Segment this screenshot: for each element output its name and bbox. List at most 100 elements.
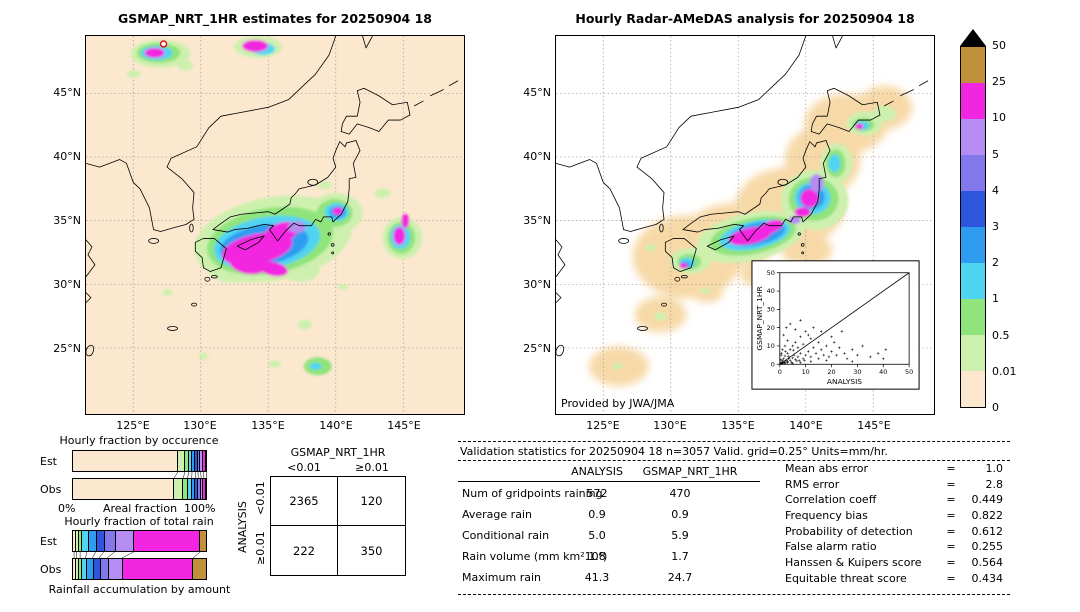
inset-y-tick-20: 20 [767,324,775,332]
stats-value-analysis: 1.8 [588,550,606,563]
radar-amedas-map: 0 10 20 30 40 50 0 10 20 30 40 50 ANALYS… [555,35,935,415]
map1-lat-30n: 30°N [53,278,81,291]
inset-scatter-points [779,319,888,365]
colorbar-label-25: 25 [992,75,1006,89]
inset-x-tick-40: 40 [879,368,887,376]
inset-diagonal-line [779,272,910,365]
contingency-col-group: GSMAP_NRT_1HR [290,446,386,459]
contingency-row-label-ge: ≥0.01 [254,531,267,565]
map2-title: Hourly Radar-AMeDAS analysis for 2025090… [575,11,915,26]
contingency-table: 2365 120 222 350 [270,476,406,576]
map2-lon-145e: 145°E [857,419,891,432]
stats-row-label: Rain volume (mm km²10⁶) [462,550,608,563]
map2-lat-25n: 25°N [523,342,551,355]
inset-x-tick-50: 50 [905,368,913,376]
areal-fraction-label: Areal fraction [102,502,178,515]
occurrence-chart-title: Hourly fraction by occurence [59,434,219,447]
contingency-cell-hits: 350 [360,543,383,558]
stats-row-label: Maximum rain [462,571,541,584]
storm-center-marker [159,40,168,48]
map1-lon-135e: 135°E [251,419,285,432]
colorbar [960,46,986,408]
stats-value-analysis: 0.9 [588,508,606,521]
map1-lat-25n: 25°N [53,342,81,355]
score-hanssen-kuipers: Hanssen & Kuipers score = 0.564 [785,556,1003,569]
score-equitable-threat: Equitable threat score = 0.434 [785,572,1003,585]
inset-x-tick-10: 10 [802,368,810,376]
stats-header-underline [458,481,760,482]
score-correlation: Correlation coeff = 0.449 [785,493,1003,506]
inset-x-tick-0: 0 [778,368,782,376]
occurrence-obs-label: Obs [40,483,62,496]
stats-value-analysis: 5.0 [588,529,606,542]
colorbar-label-3: 3 [992,219,999,233]
colorbar-labels: 50 25 10 5 4 3 2 1 0.5 0.01 0 [992,39,1032,415]
data-credit: Provided by JWA/JMA [561,397,675,410]
contingency-row-group: ANALYSIS [236,501,249,553]
stats-row-label: Num of gridpoints raining [462,487,603,500]
contingency-col-label-lt: <0.01 [287,461,321,474]
colorbar-label-1: 1 [992,292,999,306]
map1-lat-35n: 35°N [53,214,81,227]
map2-lat-35n: 35°N [523,214,551,227]
map2-lon-140e: 140°E [789,419,823,432]
map2-lon-125e: 125°E [586,419,620,432]
inset-x-tick-20: 20 [827,368,835,376]
map2-lon-135e: 135°E [721,419,755,432]
score-frequency-bias: Frequency bias = 0.822 [785,509,1003,522]
contingency-cell-miss: 222 [271,526,338,575]
colorbar-label-4: 4 [992,183,999,197]
stats-value-gsmap: 1.7 [671,550,689,563]
stats-col-analysis: ANALYSIS [571,465,623,478]
map2-lat-30n: 30°N [523,278,551,291]
inset-y-tick-0: 0 [771,360,775,368]
map1-lon-140e: 140°E [319,419,353,432]
map1-precipitation-blobs [126,36,423,376]
stats-divider-mid [458,460,1010,461]
map1-lon-145e: 145°E [387,419,421,432]
colorbar-label-10: 10 [992,111,1006,125]
map1-lon-125e: 125°E [116,419,150,432]
score-pod: Probability of detection = 0.612 [785,525,1003,538]
map2-lat-45n: 45°N [523,86,551,99]
colorbar-label-5: 5 [992,147,999,161]
total-rain-connectors [72,552,207,558]
stats-row-label: Average rain [462,508,532,521]
stats-divider-bottom [458,594,1010,595]
score-rms-error: RMS error = 2.8 [785,478,1003,491]
inset-y-tick-40: 40 [767,287,775,295]
rainfall-accumulation-caption: Rainfall accumulation by amount [48,583,231,596]
contingency-col-label-ge: ≥0.01 [355,461,389,474]
stats-value-analysis: 41.3 [584,571,610,584]
stats-col-gsmap: GSMAP_NRT_1HR [642,465,738,478]
map1-lat-45n: 45°N [53,86,81,99]
map1-lat-40n: 40°N [53,150,81,163]
inset-scatter-plot: 0 10 20 30 40 50 0 10 20 30 40 50 ANALYS… [751,260,920,390]
contingency-row-label-lt: <0.01 [254,481,267,515]
map2-lat-40n: 40°N [523,150,551,163]
colorbar-label-001: 0.01 [992,364,1017,378]
areal-fraction-0pct: 0% [58,502,76,515]
stats-value-gsmap: 5.9 [671,529,689,542]
stats-value-analysis: 572 [586,487,608,500]
score-far: False alarm ratio = 0.255 [785,540,1003,553]
occurrence-connectors [72,472,207,478]
inset-axis-ticks [776,272,910,368]
score-mean-abs-error: Mean abs error = 1.0 [785,462,1003,475]
colorbar-label-50: 50 [992,39,1006,52]
map1-title: GSMAP_NRT_1HR estimates for 20250904 18 [118,11,432,26]
colorbar-label-05: 0.5 [992,328,1010,342]
stats-value-gsmap: 24.7 [667,571,693,584]
contingency-cell-hits-none: 2365 [271,477,338,526]
total-rain-obs-bar [72,558,207,580]
total-rain-est-bar [72,530,207,552]
stats-row-label: Conditional rain [462,529,550,542]
stats-value-gsmap: 0.9 [671,508,689,521]
map1-lon-130e: 130°E [183,419,217,432]
gsmap-precipitation-map [85,35,465,415]
validation-header: Validation statistics for 20250904 18 n=… [460,445,888,458]
colorbar-label-0: 0 [992,400,999,414]
inset-y-axis-label: GSMAP_NRT_1HR [755,286,764,350]
inset-y-tick-50: 50 [767,269,775,277]
